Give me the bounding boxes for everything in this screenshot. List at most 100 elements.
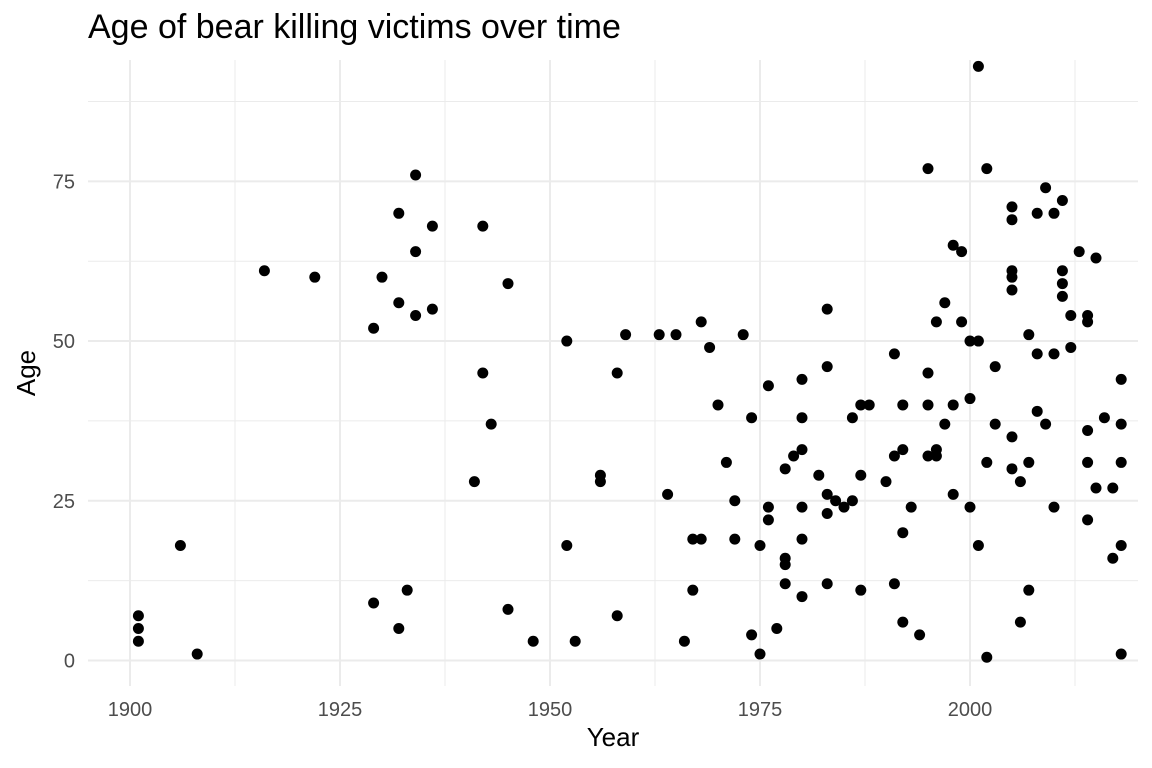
data-point — [1082, 456, 1094, 468]
data-point — [368, 322, 380, 334]
y-axis-label: Age — [11, 350, 41, 396]
data-point — [1090, 252, 1102, 264]
data-point — [1107, 482, 1119, 494]
data-point — [1031, 207, 1043, 219]
data-point — [1115, 373, 1127, 385]
data-point — [788, 450, 800, 462]
data-point — [956, 246, 968, 258]
data-point — [981, 651, 993, 663]
data-point — [855, 584, 867, 596]
data-point — [972, 335, 984, 347]
data-point — [779, 463, 791, 475]
data-point — [1115, 418, 1127, 430]
data-point — [594, 476, 606, 488]
data-point — [704, 341, 716, 353]
data-point — [1073, 246, 1085, 258]
data-point — [1056, 278, 1068, 290]
data-point — [1006, 214, 1018, 226]
data-point — [1023, 456, 1035, 468]
data-point — [1115, 456, 1127, 468]
data-point — [922, 367, 934, 379]
data-point — [426, 303, 438, 315]
data-point — [1048, 207, 1060, 219]
data-point — [947, 488, 959, 500]
data-point — [695, 533, 707, 545]
data-point — [746, 629, 758, 641]
data-point — [393, 623, 405, 635]
data-point — [914, 629, 926, 641]
data-point — [132, 610, 144, 622]
data-point — [410, 246, 422, 258]
data-point — [502, 603, 514, 615]
data-point — [1023, 584, 1035, 596]
data-point — [569, 635, 581, 647]
data-point — [821, 488, 833, 500]
data-point — [897, 399, 909, 411]
data-point — [401, 584, 413, 596]
data-point — [972, 539, 984, 551]
data-point — [393, 207, 405, 219]
data-point — [796, 591, 808, 603]
data-point — [1014, 476, 1026, 488]
data-point — [964, 335, 976, 347]
data-point — [477, 367, 489, 379]
data-point — [191, 648, 203, 660]
x-tick-label: 1950 — [528, 699, 573, 721]
data-point — [930, 316, 942, 328]
data-point — [426, 220, 438, 232]
y-tick-label: 75 — [53, 171, 75, 193]
y-tick-label: 25 — [53, 491, 75, 513]
data-point — [1107, 552, 1119, 564]
data-point — [796, 412, 808, 424]
data-point — [1006, 284, 1018, 296]
data-point — [897, 616, 909, 628]
data-point — [477, 220, 489, 232]
data-point — [922, 163, 934, 175]
data-point — [376, 271, 388, 283]
data-point — [1006, 271, 1018, 283]
data-point — [821, 303, 833, 315]
data-point — [695, 316, 707, 328]
data-point — [1115, 539, 1127, 551]
data-point — [830, 495, 842, 507]
data-point — [972, 60, 984, 72]
data-point — [468, 476, 480, 488]
data-point — [712, 399, 724, 411]
data-point — [678, 635, 690, 647]
data-point — [729, 495, 741, 507]
data-point — [1082, 424, 1094, 436]
data-point — [964, 501, 976, 513]
data-point — [762, 380, 774, 392]
data-point — [368, 597, 380, 609]
y-tick-label: 0 — [64, 650, 75, 672]
data-point — [821, 508, 833, 520]
y-tick-label: 50 — [53, 331, 75, 353]
chart-title: Age of bear killing victims over time — [88, 8, 621, 46]
data-point — [888, 348, 900, 360]
data-point — [1082, 514, 1094, 526]
data-point — [796, 501, 808, 513]
x-tick-label: 2000 — [948, 699, 993, 721]
data-point — [1031, 348, 1043, 360]
data-point — [855, 399, 867, 411]
data-point — [1006, 431, 1018, 443]
data-point — [737, 329, 749, 341]
data-point — [939, 297, 951, 309]
data-point — [939, 418, 951, 430]
data-point — [989, 361, 1001, 373]
data-point — [1048, 348, 1060, 360]
data-point — [964, 393, 976, 405]
x-tick-label: 1900 — [108, 699, 153, 721]
x-tick-label: 1925 — [318, 699, 363, 721]
data-point — [746, 412, 758, 424]
x-axis-label: Year — [587, 722, 640, 752]
data-point — [611, 610, 623, 622]
data-point — [1090, 482, 1102, 494]
data-point — [1048, 501, 1060, 513]
data-point — [1082, 316, 1094, 328]
data-point — [947, 399, 959, 411]
data-point — [1040, 182, 1052, 194]
data-point — [485, 418, 497, 430]
data-point — [309, 271, 321, 283]
